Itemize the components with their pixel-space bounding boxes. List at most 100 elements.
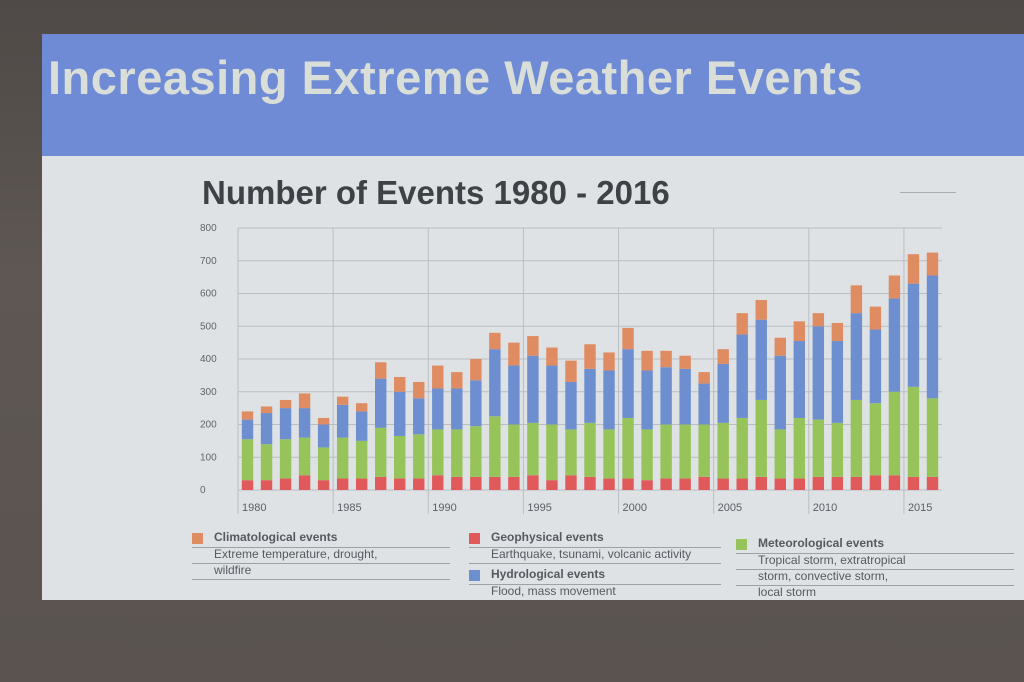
bar-segment-meteorological-1995 [527, 422, 539, 476]
bar-segment-hydrological-2004 [698, 383, 710, 425]
bar-segment-geophysical-1997 [565, 475, 577, 490]
bar-segment-hydrological-1986 [355, 411, 368, 441]
bar-segment-meteorological-1982 [279, 439, 292, 479]
bar-segment-hydrological-2000 [622, 349, 634, 418]
legend-rule [192, 563, 450, 564]
bar-segment-hydrological-1997 [565, 381, 577, 430]
title-decoration-rule [900, 192, 956, 193]
bar-segment-meteorological-1987 [374, 427, 387, 477]
legend-desc: Extreme temperature, drought, [214, 547, 378, 561]
bar-segment-climatological-1999 [603, 352, 615, 371]
bar-segment-geophysical-1987 [374, 476, 387, 490]
bar-segment-climatological-2002 [660, 350, 672, 368]
bar-segment-hydrological-1994 [508, 365, 520, 425]
x-tick-label: 1985 [337, 502, 361, 514]
title-band: Increasing Extreme Weather Events [42, 34, 1024, 156]
bar-segment-meteorological-1996 [546, 424, 558, 481]
bar-segment-geophysical-1985 [336, 478, 349, 490]
bar-segment-climatological-1995 [527, 336, 539, 356]
bar-segment-meteorological-1994 [508, 424, 520, 477]
slide-title: Increasing Extreme Weather Events [48, 51, 863, 104]
bar-segment-hydrological-1985 [336, 404, 349, 438]
bar-segment-hydrological-1984 [317, 424, 330, 448]
bar-segment-climatological-2015 [907, 254, 920, 284]
bar-segment-climatological-1997 [565, 360, 577, 382]
bar-segment-hydrological-1999 [603, 370, 615, 430]
bar-segment-hydrological-1993 [489, 349, 501, 417]
bar-segment-geophysical-1986 [355, 478, 368, 490]
bar-segment-climatological-1985 [336, 396, 349, 405]
bar-segment-meteorological-1988 [394, 435, 406, 479]
bar-segment-geophysical-2008 [774, 478, 786, 490]
bar-segment-hydrological-2011 [831, 340, 844, 423]
bar-segment-hydrological-1998 [584, 368, 596, 423]
bar-segment-hydrological-1983 [298, 408, 311, 438]
bar-segment-climatological-1998 [584, 344, 596, 369]
bar-segment-geophysical-1990 [432, 475, 444, 490]
bar-segment-meteorological-2004 [698, 424, 710, 477]
bar-segment-meteorological-1989 [413, 434, 425, 479]
bar-segment-hydrological-2003 [679, 368, 691, 425]
geophysical-swatch [469, 533, 480, 544]
bar-segment-geophysical-1996 [546, 480, 558, 490]
bar-segment-meteorological-2006 [736, 417, 748, 479]
bar-segment-meteorological-2010 [812, 419, 825, 477]
hydrological-swatch [469, 570, 480, 581]
bar-segment-meteorological-2002 [660, 424, 672, 479]
bar-segment-geophysical-2013 [869, 475, 882, 490]
bar-segment-geophysical-1993 [489, 476, 501, 490]
bar-segment-hydrological-2002 [660, 367, 672, 425]
legend-rule [736, 569, 1014, 570]
bar-segment-meteorological-1997 [565, 429, 577, 476]
bar-segment-climatological-1990 [432, 365, 444, 389]
bar-segment-hydrological-2015 [907, 283, 920, 387]
bar-segment-meteorological-1986 [355, 440, 368, 479]
bar-segment-hydrological-1990 [432, 388, 444, 430]
bar-segment-meteorological-2003 [679, 424, 691, 479]
bar-segment-geophysical-2012 [850, 476, 863, 490]
bar-segment-meteorological-2013 [869, 403, 882, 476]
bar-segment-climatological-2006 [736, 313, 748, 335]
climatological-swatch [192, 533, 203, 544]
legend-rule [469, 547, 721, 548]
bar-segment-hydrological-2009 [793, 340, 806, 418]
legend-label: Climatological events [214, 530, 338, 544]
bar-segment-climatological-1988 [394, 377, 406, 392]
legend-rule [192, 579, 450, 580]
x-tick-label: 2015 [908, 502, 932, 514]
bar-segment-hydrological-2016 [926, 275, 939, 399]
bar-segment-hydrological-1996 [546, 365, 558, 425]
bar-segment-hydrological-2006 [736, 334, 748, 418]
bar-segment-geophysical-2014 [888, 475, 901, 490]
bar-segment-meteorological-2014 [888, 391, 901, 476]
stacked-bar-chart: 800 700 600 500 400 300 200 100 0 1980 1985 1990 199… [200, 223, 942, 514]
bar-segment-climatological-1994 [508, 342, 520, 366]
bar-segment-meteorological-2007 [755, 399, 767, 477]
bar-segment-geophysical-2015 [907, 476, 920, 490]
bar-segment-meteorological-2001 [641, 429, 653, 481]
bar-segment-meteorological-1981 [260, 444, 273, 481]
bar-segment-geophysical-2011 [831, 476, 844, 490]
projected-slide: Increasing Extreme Weather Events Number… [42, 34, 1024, 600]
bar-segment-meteorological-1980 [241, 439, 254, 481]
bar-segment-geophysical-2006 [736, 478, 748, 490]
legend-rule [192, 547, 450, 548]
bar-segment-hydrological-2007 [755, 319, 767, 400]
meteorological-swatch [736, 539, 747, 550]
bar-segment-geophysical-1991 [451, 476, 463, 490]
bar-segment-meteorological-1983 [298, 437, 311, 476]
bar-segment-geophysical-2002 [660, 478, 672, 490]
bar-segment-climatological-2009 [793, 321, 806, 341]
legend-label: Meteorological events [758, 536, 885, 550]
bar-segment-geophysical-1982 [279, 478, 292, 490]
x-tick-label: 1995 [527, 502, 551, 514]
x-tick-label: 1990 [432, 502, 456, 514]
bar-segment-climatological-2001 [641, 350, 653, 371]
bar-segment-geophysical-1989 [413, 478, 425, 490]
bar-segment-geophysical-2007 [755, 476, 767, 490]
legend-label: Geophysical events [491, 530, 604, 544]
bar-segment-geophysical-1998 [584, 476, 596, 490]
bar-segment-geophysical-1988 [394, 478, 406, 490]
bar-segment-hydrological-1981 [260, 413, 273, 445]
legend-rule [469, 584, 721, 585]
